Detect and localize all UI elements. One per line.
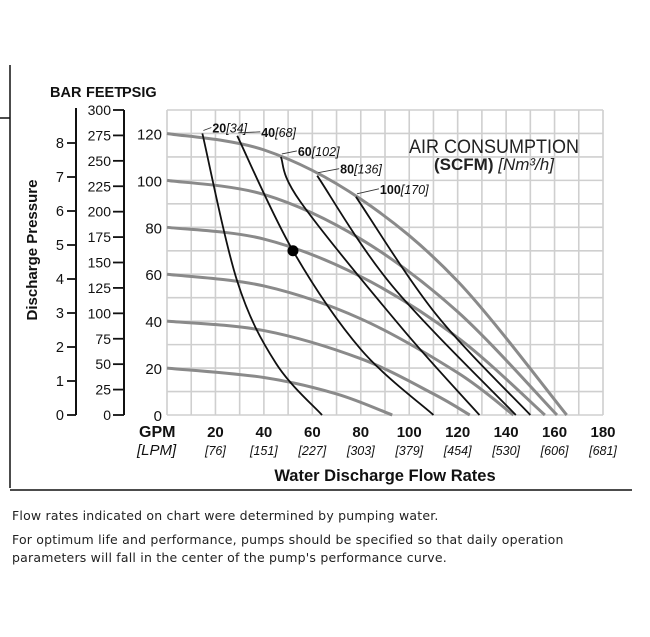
- bar-tick-label: 5: [56, 238, 64, 254]
- psig-tick-label: 0: [154, 408, 162, 425]
- feet-tick-label: 275: [88, 127, 112, 143]
- x-tick-label-lpm: [151]: [249, 444, 278, 458]
- air-label-leader: [281, 150, 297, 155]
- x-tick-label-lpm: [681]: [588, 444, 617, 458]
- bar-axis-label: BAR: [50, 85, 82, 101]
- air-consumption-label-80: 80[136]: [340, 163, 382, 177]
- x-tick-label-lpm: [227]: [297, 444, 326, 458]
- air-consumption-label-60: 60[102]: [298, 145, 340, 159]
- air-label-leader: [318, 168, 340, 174]
- air-label-nm3h: [34]: [225, 121, 247, 135]
- bar-tick-label: 0: [56, 408, 64, 424]
- psig-tick-label: 20: [145, 361, 162, 378]
- x-tick-label: 20: [207, 424, 224, 441]
- x-tick-label: 60: [304, 424, 321, 441]
- pressure-curve: [166, 366, 393, 417]
- operating-point-marker: [287, 245, 299, 257]
- air-label-scfm: 100: [380, 183, 401, 197]
- x-tick-label: 180: [590, 424, 615, 441]
- bar-tick-label: 8: [56, 136, 64, 152]
- air-label-nm3h: [136]: [353, 163, 382, 177]
- legend-unit-scfm: (SCFM): [434, 155, 493, 174]
- x-tick-label: 80: [352, 424, 369, 441]
- psig-tick-label: 100: [137, 173, 162, 190]
- air-consumption-label-40: 40[68]: [261, 126, 296, 140]
- curves: 20[34] 40[68]60[102]80[136] 100[170]: [166, 121, 568, 417]
- legend: AIR CONSUMPTION (SCFM) [Nm³/h]: [409, 137, 579, 174]
- air-label-scfm: 40: [261, 126, 275, 140]
- feet-tick-label: 300: [88, 102, 112, 118]
- bar-tick-label: 4: [56, 272, 64, 288]
- air-consumption-curve-80: [316, 175, 517, 416]
- pressure-curve: [166, 272, 515, 417]
- y-axis-title: Discharge Pressure: [24, 180, 41, 321]
- x-tick-label: 140: [494, 424, 519, 441]
- air-label-scfm: 80: [340, 163, 354, 177]
- feet-tick-label: 150: [88, 255, 112, 271]
- psig-axis-label: PSIG: [122, 85, 157, 101]
- air-consumption-curve-60: [279, 156, 481, 416]
- feet-tick-label: 25: [95, 382, 111, 398]
- pressure-curve: [166, 319, 471, 417]
- air-label-leader: [356, 188, 380, 195]
- feet-tick-label: 125: [88, 280, 112, 296]
- x-axis-title: Water Discharge Flow Rates: [274, 467, 495, 485]
- pressure-curve: [166, 225, 546, 417]
- air-consumption-label-20: 20[34]: [212, 121, 247, 135]
- pressure-curve: [166, 131, 568, 416]
- feet-tick-label: 175: [88, 229, 112, 245]
- bar-tick-label: 7: [56, 170, 64, 186]
- air-label-nm3h: [68]: [274, 126, 296, 140]
- x-tick-label-lpm: [530]: [491, 444, 520, 458]
- bar-tick-label: 2: [56, 340, 64, 356]
- x-tick-label-lpm: [606]: [540, 444, 569, 458]
- air-consumption-curve-100: [355, 196, 531, 416]
- x-tick-label: 160: [542, 424, 567, 441]
- pressure-curve: [166, 178, 559, 417]
- psig-tick-label: 40: [145, 314, 162, 331]
- bar-tick-label: 6: [56, 204, 64, 220]
- legend-unit: (SCFM) [Nm³/h]: [434, 155, 555, 174]
- air-label-nm3h: [102]: [311, 145, 340, 159]
- x-tick-label: 100: [397, 424, 422, 441]
- air-label-scfm: 60: [298, 145, 312, 159]
- feet-tick-label: 100: [88, 305, 112, 321]
- air-consumption-label-100: 100[170]: [380, 183, 429, 197]
- x-unit-gpm: GPM: [139, 424, 175, 441]
- air-label-nm3h: [170]: [400, 183, 429, 197]
- air-label-leader: [203, 127, 212, 131]
- feet-tick-label: 200: [88, 204, 112, 220]
- air-consumption-curve-20: [201, 133, 323, 416]
- psig-tick-label: 60: [145, 267, 162, 284]
- feet-axis-label: FEET: [86, 85, 123, 101]
- note-optimum-life: For optimum life and performance, pumps …: [12, 532, 564, 565]
- air-label-scfm: 20: [212, 121, 226, 135]
- psig-tick-label: 120: [137, 126, 162, 143]
- x-tick-label-lpm: [76]: [204, 444, 226, 458]
- x-tick-label-lpm: [303]: [346, 444, 375, 458]
- feet-tick-label: 0: [103, 407, 111, 423]
- axes: 020406080100120PSIG025507510012515017520…: [50, 85, 617, 458]
- bar-tick-label: 3: [56, 306, 64, 322]
- air-consumption-curve-40: [236, 135, 435, 416]
- feet-tick-label: 225: [88, 178, 112, 194]
- x-tick-label-lpm: [454]: [443, 444, 472, 458]
- x-tick-label: 120: [445, 424, 470, 441]
- air-label-leader: [238, 131, 261, 134]
- feet-tick-label: 250: [88, 153, 112, 169]
- x-unit-lpm: [LPM]: [136, 442, 177, 459]
- feet-tick-label: 50: [95, 356, 111, 372]
- psig-tick-label: 80: [145, 220, 162, 237]
- legend-title: AIR CONSUMPTION: [409, 137, 579, 158]
- feet-tick-label: 75: [95, 331, 111, 347]
- x-tick-label: 40: [256, 424, 273, 441]
- x-tick-label-lpm: [379]: [394, 444, 423, 458]
- bar-tick-label: 1: [56, 374, 64, 390]
- note-flow-rates: Flow rates indicated on chart were deter…: [12, 508, 439, 523]
- legend-unit-nm3h: [Nm³/h]: [497, 155, 555, 174]
